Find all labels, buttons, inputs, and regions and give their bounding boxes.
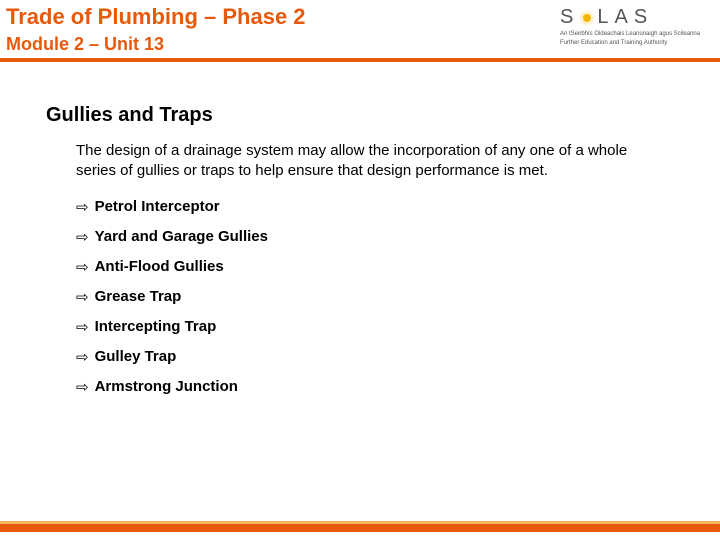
logo-letter: S (634, 6, 651, 29)
logo-letter: S (560, 6, 577, 29)
list-item-label: Armstrong Junction (95, 378, 238, 395)
list-item-label: Intercepting Trap (95, 318, 217, 335)
arrow-icon: ⇨ (76, 288, 89, 306)
list-item: ⇨ Grease Trap (76, 288, 674, 306)
slide-header: Trade of Plumbing – Phase 2 Module 2 – U… (0, 0, 720, 74)
intro-paragraph: The design of a drainage system may allo… (76, 141, 636, 182)
arrow-icon: ⇨ (76, 228, 89, 246)
arrow-icon: ⇨ (76, 198, 89, 216)
list-item-label: Anti-Flood Gullies (95, 258, 224, 275)
list-item: ⇨ Petrol Interceptor (76, 198, 674, 216)
logo-letter: A (614, 6, 631, 29)
footer-bar (0, 524, 720, 532)
logo-tagline-2: Further Education and Training Authority (560, 40, 710, 47)
list-item-label: Yard and Garage Gullies (95, 228, 268, 245)
arrow-icon: ⇨ (76, 258, 89, 276)
solas-logo: S L A S An tSeirbhís Oideachais Leanúnai… (560, 6, 710, 47)
logo-text: S L A S (560, 6, 710, 29)
module-subtitle: Module 2 – Unit 13 (6, 34, 164, 55)
slide-content: Gullies and Traps The design of a draina… (0, 74, 720, 396)
sun-icon (579, 10, 595, 26)
arrow-icon: ⇨ (76, 378, 89, 396)
list-item: ⇨ Armstrong Junction (76, 378, 674, 396)
list-item-label: Petrol Interceptor (95, 198, 220, 215)
logo-tagline-1: An tSeirbhís Oideachais Leanúnaigh agus … (560, 31, 710, 38)
arrow-icon: ⇨ (76, 318, 89, 336)
section-title: Gullies and Traps (46, 104, 674, 127)
list-item: ⇨ Intercepting Trap (76, 318, 674, 336)
list-item: ⇨ Yard and Garage Gullies (76, 228, 674, 246)
course-title: Trade of Plumbing – Phase 2 (6, 4, 306, 30)
list-item-label: Grease Trap (95, 288, 182, 305)
arrow-icon: ⇨ (76, 348, 89, 366)
list-item: ⇨ Anti-Flood Gullies (76, 258, 674, 276)
logo-letter: L (597, 6, 612, 29)
header-divider (0, 58, 720, 62)
list-item: ⇨ Gulley Trap (76, 348, 674, 366)
bullet-list: ⇨ Petrol Interceptor ⇨ Yard and Garage G… (76, 198, 674, 396)
list-item-label: Gulley Trap (95, 348, 177, 365)
